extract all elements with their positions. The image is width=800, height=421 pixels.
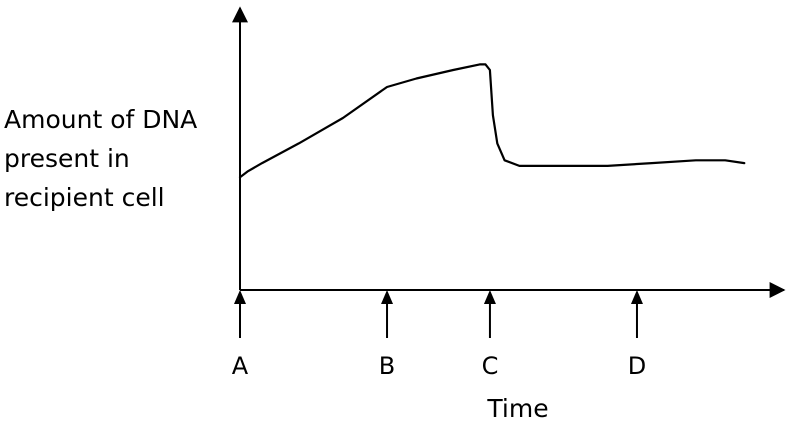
- marker-b-label: B: [379, 352, 395, 380]
- dna-amount-series-line: [238, 63, 746, 179]
- x-axis-label: Time: [486, 394, 548, 421]
- marker-b-arrow-head: [381, 290, 394, 304]
- marker-a-label: A: [232, 352, 249, 380]
- y-axis-label-line-3: recipient cell: [4, 183, 165, 212]
- marker-a-arrow-head: [234, 290, 246, 304]
- marker-d-arrow-head: [630, 290, 643, 304]
- time-markers: A B C D: [232, 290, 646, 380]
- marker-c-arrow-head: [483, 290, 496, 304]
- marker-d-label: D: [628, 352, 646, 380]
- y-axis-label-line-1: Amount of DNA: [4, 105, 198, 134]
- marker-c-label: C: [482, 352, 499, 380]
- y-axis-label-line-2: present in: [4, 144, 130, 173]
- y-axis-label: Amount of DNA present in recipient cell: [4, 100, 197, 217]
